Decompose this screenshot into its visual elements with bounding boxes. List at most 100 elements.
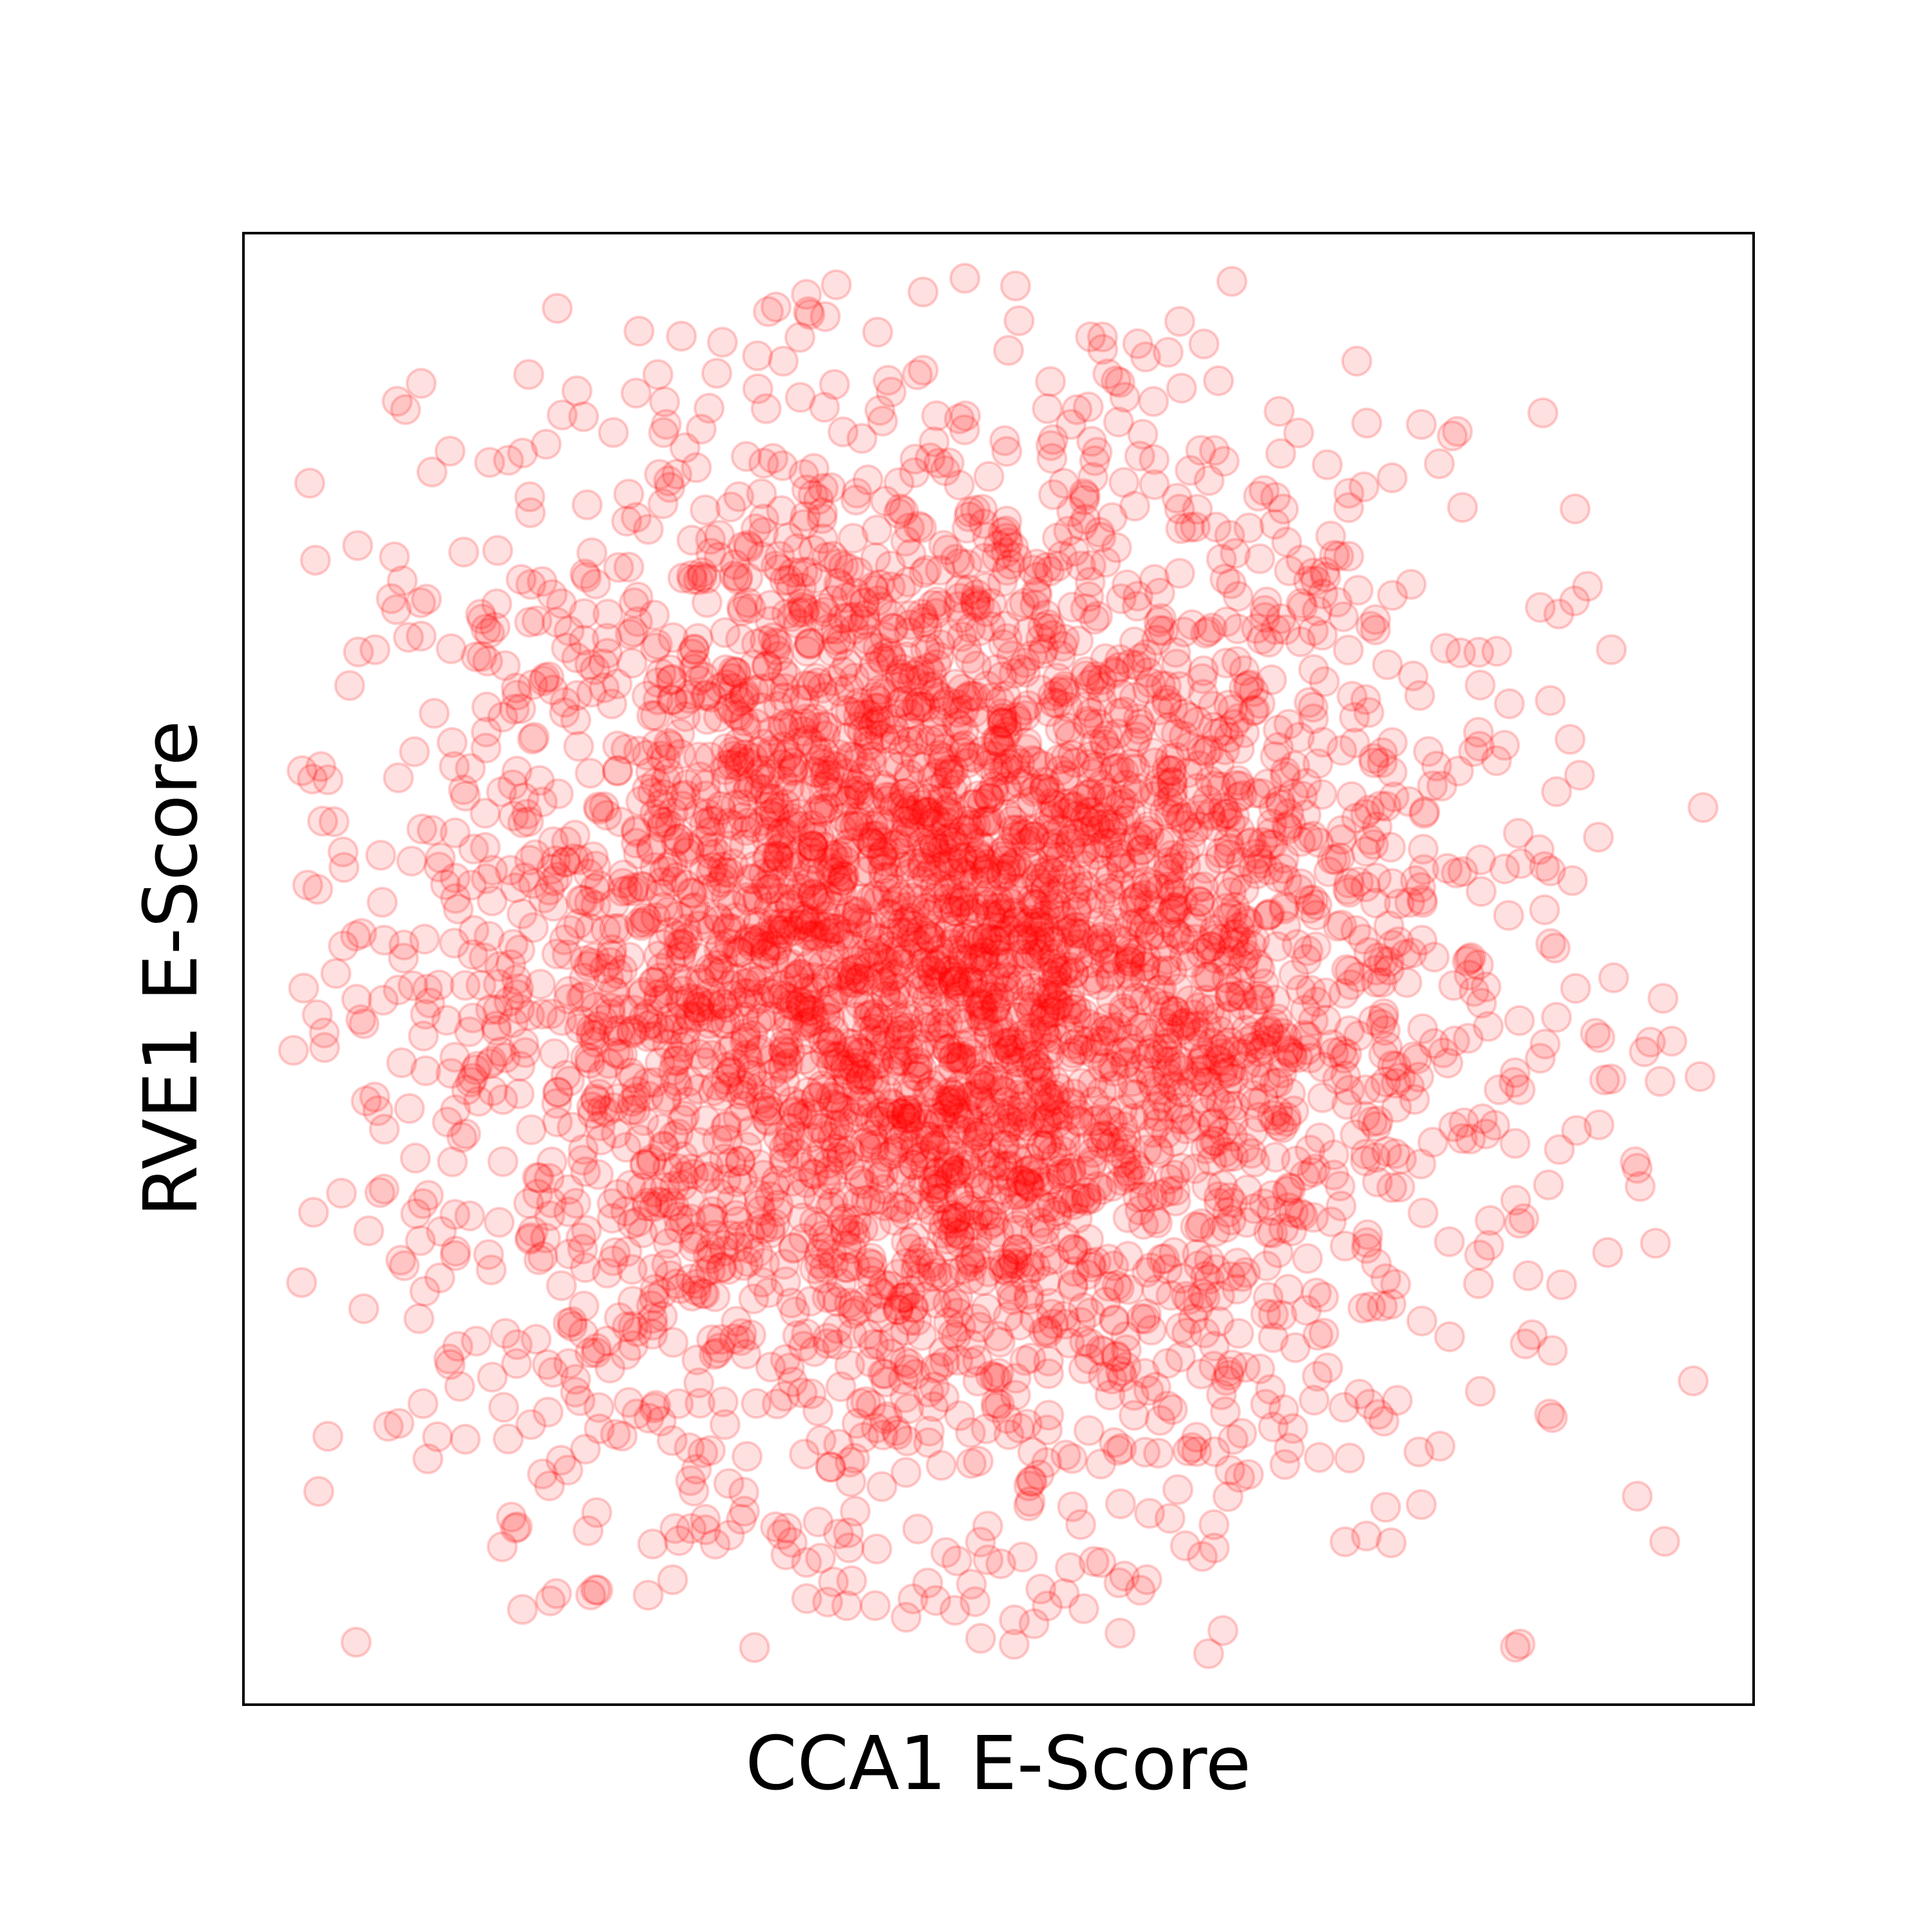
scatter-point <box>811 1282 843 1313</box>
scatter-point <box>894 512 925 544</box>
scatter-point <box>1200 770 1231 801</box>
scatter-point <box>809 392 840 423</box>
scatter-point <box>869 1190 900 1222</box>
scatter-point <box>681 1454 712 1485</box>
scatter-point <box>742 1236 773 1268</box>
x-axis-label: CCA1 E-Score <box>745 1721 1251 1807</box>
scatter-point <box>1493 688 1525 719</box>
scatter-point <box>592 598 623 630</box>
scatter-point <box>919 1131 951 1162</box>
scatter-point <box>681 1274 712 1306</box>
scatter-point <box>1253 1014 1284 1045</box>
scatter-point <box>931 824 963 856</box>
scatter-point <box>1204 1045 1236 1077</box>
scatter-point <box>477 885 508 916</box>
scatter-point <box>568 625 600 656</box>
scatter-point <box>533 1396 564 1428</box>
scatter-point <box>900 781 932 812</box>
scatter-point <box>1082 1171 1113 1202</box>
scatter-point <box>788 459 820 490</box>
scatter-point <box>1197 712 1229 743</box>
scatter-point <box>779 851 811 883</box>
scatter-point <box>732 747 763 779</box>
scatter-point <box>1365 790 1396 822</box>
scatter-point <box>1183 886 1215 917</box>
scatter-point <box>1342 574 1374 606</box>
scatter-point <box>1347 1293 1379 1324</box>
scatter-point <box>659 1513 691 1544</box>
scatter-point <box>1224 912 1255 943</box>
scatter-point <box>975 901 1007 932</box>
scatter-point <box>1153 786 1184 818</box>
scatter-point <box>973 460 1005 492</box>
scatter-point <box>1045 640 1077 672</box>
scatter-point <box>1075 321 1106 352</box>
scatter-point <box>1162 1474 1193 1505</box>
scatter-point <box>353 1215 384 1247</box>
scatter-point <box>489 1318 521 1349</box>
scatter-point <box>1130 1436 1161 1468</box>
scatter-point <box>1139 747 1171 779</box>
scatter-point <box>1248 1032 1280 1064</box>
scatter-point <box>1119 681 1150 713</box>
scatter-point <box>632 998 664 1030</box>
scatter-point <box>507 1594 538 1625</box>
scatter-point <box>1308 1282 1340 1313</box>
scatter-point <box>913 670 944 702</box>
scatter-point <box>534 1470 565 1502</box>
scatter-point <box>621 1398 652 1430</box>
scatter-point <box>872 898 903 929</box>
scatter-point <box>1439 1025 1470 1057</box>
scatter-point <box>1112 958 1144 990</box>
scatter-point <box>817 636 848 668</box>
scatter-point <box>299 544 331 576</box>
scatter-point <box>692 1151 724 1182</box>
scatter-point <box>790 594 821 625</box>
scatter-point <box>898 848 930 879</box>
scatter-point <box>974 1087 1006 1119</box>
scatter-point <box>834 895 866 926</box>
scatter-point <box>536 853 567 885</box>
scatter-point <box>1068 484 1100 516</box>
scatter-point <box>1046 1135 1078 1167</box>
scatter-point <box>788 596 820 628</box>
scatter-point <box>921 400 952 431</box>
scatter-point <box>1218 708 1250 740</box>
scatter-point <box>1339 702 1370 733</box>
scatter-point <box>1405 1148 1437 1180</box>
scatter-point <box>1134 1497 1165 1529</box>
scatter-point <box>1544 1134 1575 1165</box>
scatter-point <box>1002 1110 1034 1141</box>
scatter-point <box>852 1283 884 1314</box>
scatter-point <box>1560 972 1591 1004</box>
scatter-point <box>603 1083 635 1114</box>
scatter-point <box>1196 1145 1227 1177</box>
scatter-point <box>450 781 481 812</box>
scatter-point <box>1086 769 1117 800</box>
scatter-point <box>883 1126 914 1157</box>
scatter-point <box>1466 876 1497 907</box>
scatter-point <box>596 688 627 719</box>
scatter-point <box>996 1106 1027 1138</box>
scatter-point <box>755 758 786 790</box>
scatter-point <box>873 947 904 979</box>
scatter-point <box>1065 1509 1097 1540</box>
scatter-point <box>1081 437 1113 468</box>
scatter-point <box>1139 1204 1171 1235</box>
scatter-point <box>696 1243 727 1274</box>
scatter-point <box>716 1056 747 1087</box>
scatter-point <box>779 752 810 783</box>
scatter-point <box>636 1290 667 1321</box>
scatter-point <box>623 316 655 347</box>
scatter-point <box>688 904 719 935</box>
scatter-point <box>1307 726 1338 758</box>
scatter-point <box>1580 1018 1611 1049</box>
scatter-point <box>676 638 708 670</box>
scatter-point <box>819 369 850 400</box>
scatter-point <box>1202 1044 1233 1075</box>
scatter-point <box>1589 1064 1620 1095</box>
scatter-point <box>690 494 721 526</box>
scatter-point <box>1555 724 1586 755</box>
scatter-point <box>855 1242 887 1274</box>
scatter-point <box>978 776 1010 808</box>
